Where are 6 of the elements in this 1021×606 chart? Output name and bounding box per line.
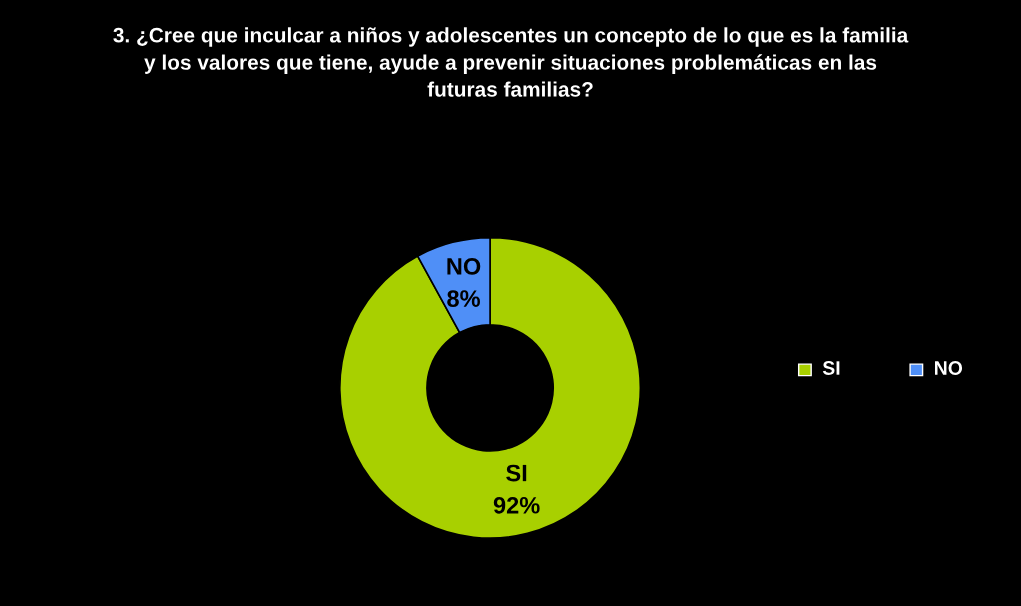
data-label: NO 8% — [447, 257, 481, 307]
donut-slice — [338, 236, 642, 539]
legend-label: NO — [935, 361, 963, 375]
legend-label: SI — [822, 361, 840, 375]
data-label: SI 92% — [493, 464, 540, 514]
chart-title: 3. ¿Cree que inculcar a niños y adolescentes un concepto de lo que es la familia y los valores que tiene, ayude a prevenir situaciones problemáticas en las futuras familias? — [113, 27, 909, 97]
